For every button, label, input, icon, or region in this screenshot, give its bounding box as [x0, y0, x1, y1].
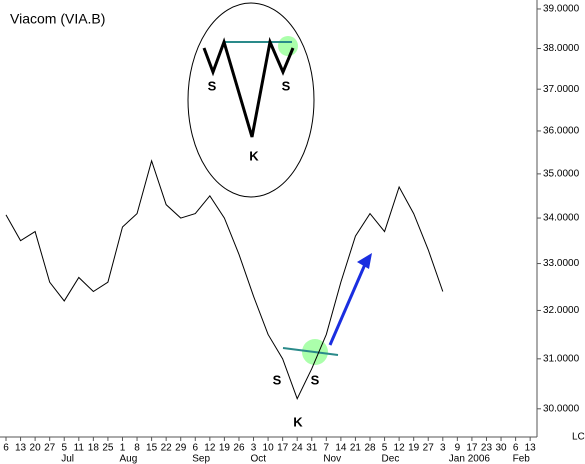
- month-label: Aug: [119, 454, 137, 464]
- x-tick-label: 13: [15, 443, 27, 454]
- price-line: [5, 159, 444, 400]
- x-tick-label: 6: [513, 443, 519, 454]
- x-tick-label: 12: [204, 443, 216, 454]
- x-tick-label: 13: [525, 443, 537, 454]
- x-tick-label: 28: [364, 443, 376, 454]
- x-tick-label: 8: [134, 443, 140, 454]
- x-tick-label: 25: [102, 443, 114, 454]
- x-tick-label: 27: [423, 443, 435, 454]
- y-tick-label: 30.0000: [543, 403, 580, 414]
- x-tick-label: 5: [382, 443, 388, 454]
- x-tick-label: 17: [466, 443, 478, 454]
- x-tick-label: 6: [3, 443, 9, 454]
- x-tick-label: 14: [335, 443, 347, 454]
- month-label: Nov: [323, 454, 341, 464]
- y-tick-label: 37.0000: [543, 84, 580, 95]
- y-tick-label: 38.0000: [543, 43, 580, 54]
- x-tick-label: 29: [175, 443, 187, 454]
- x-tick-label: 19: [408, 443, 420, 454]
- corner-label: LC: [572, 432, 585, 443]
- x-tick-label: 1: [120, 443, 126, 454]
- month-label: Sep: [192, 454, 210, 464]
- annotation: S: [311, 372, 320, 387]
- month-label: Oct: [251, 454, 267, 464]
- annotation: S: [273, 372, 282, 387]
- x-tick-label: 5: [61, 443, 67, 454]
- annotation: S: [208, 78, 217, 93]
- annotation: K: [293, 414, 303, 429]
- inset-pattern: [202, 36, 295, 138]
- x-tick-label: 24: [292, 443, 304, 454]
- x-tick-label: 10: [263, 443, 275, 454]
- x-tick-label: 30: [495, 443, 507, 454]
- month-label: Dec: [382, 454, 400, 464]
- x-tick-label: 3: [440, 443, 446, 454]
- annotation: K: [249, 148, 259, 163]
- y-tick-label: 39.0000: [543, 4, 580, 15]
- month-label: Jul: [61, 454, 74, 464]
- arrow: [328, 261, 368, 346]
- x-tick-label: 3: [251, 443, 257, 454]
- x-tick-label: 31: [306, 443, 318, 454]
- x-tick-label: 7: [324, 443, 330, 454]
- x-tick-label: 18: [88, 443, 100, 454]
- x-tick-label: 15: [146, 443, 158, 454]
- highlight: [278, 36, 298, 56]
- x-tick-label: 19: [219, 443, 231, 454]
- arrow-head: [357, 253, 372, 269]
- neckline: [282, 347, 339, 356]
- month-label: Feb: [513, 454, 531, 464]
- x-tick-label: 11: [74, 443, 85, 454]
- y-tick-label: 36.0000: [543, 126, 580, 137]
- x-tick-label: 26: [233, 443, 245, 454]
- inset-circle: [187, 2, 315, 198]
- x-tick-label: 9: [455, 443, 461, 454]
- annotation: S: [282, 78, 291, 93]
- y-tick-label: 32.0000: [543, 305, 580, 316]
- month-label: Jan 2006: [449, 454, 491, 464]
- x-tick-label: 20: [30, 443, 42, 454]
- y-tick-label: 34.0000: [543, 213, 580, 224]
- x-tick-label: 23: [481, 443, 493, 454]
- x-tick-label: 21: [350, 443, 362, 454]
- x-tick-label: 22: [161, 443, 173, 454]
- x-tick-label: 17: [277, 443, 289, 454]
- x-tick-label: 6: [192, 443, 198, 454]
- x-tick-label: 12: [394, 443, 406, 454]
- y-tick-label: 31.0000: [543, 353, 580, 364]
- y-tick-label: 35.0000: [543, 169, 580, 180]
- x-tick-label: 27: [44, 443, 56, 454]
- chart-title: Viacom (VIA.B): [10, 11, 105, 27]
- y-tick-label: 33.0000: [543, 258, 580, 269]
